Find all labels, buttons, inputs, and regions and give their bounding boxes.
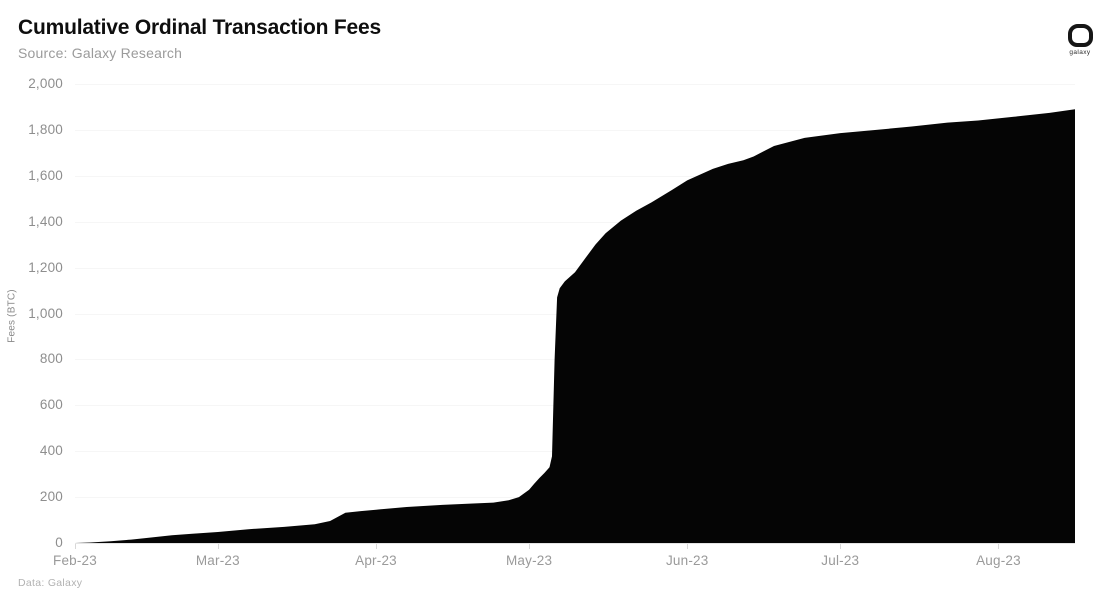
y-tick-label: 1,400 [28, 213, 63, 229]
y-tick-label: 0 [55, 535, 63, 550]
y-tick-label: 200 [39, 489, 63, 505]
gridline [75, 267, 1075, 269]
y-tick-label: 1,800 [28, 121, 63, 137]
x-tick-label: Mar-23 [195, 553, 240, 568]
x-tick-mark [529, 544, 531, 549]
cumulative-fees-area-series [75, 109, 1075, 543]
galaxy-logo: galaxy [1061, 24, 1099, 56]
x-tick-mark [998, 544, 1000, 549]
x-tick-label: Jul-23 [821, 553, 860, 568]
gridline [75, 129, 1075, 131]
y-tick-label: 2,000 [28, 76, 63, 91]
gridline [75, 221, 1075, 223]
galaxy-logo-label: galaxy [1069, 49, 1091, 56]
y-tick-label: 1,200 [28, 259, 63, 275]
y-tick-label: 600 [39, 397, 63, 413]
area-path [75, 109, 1075, 543]
x-tick-mark [376, 544, 378, 549]
x-tick-label: Feb-23 [53, 553, 97, 568]
y-tick-label: 1,000 [28, 305, 63, 321]
gridline [75, 84, 1075, 85]
x-tick-label: May-23 [505, 553, 553, 568]
galaxy-squircle-icon [1067, 24, 1093, 47]
chart-title: Cumulative Ordinal Transaction Fees [18, 16, 381, 39]
x-tick-label: Apr-23 [355, 553, 397, 568]
y-axis-title: Fees (BTC) [6, 289, 18, 343]
y-tick-label: 400 [39, 443, 63, 459]
chart-subtitle: Source: Galaxy Research [18, 45, 183, 61]
x-tick-label: Jun-23 [665, 553, 709, 568]
x-tick-mark [75, 544, 76, 549]
y-tick-label: 800 [39, 351, 63, 367]
y-tick-label: 1,600 [28, 167, 63, 183]
data-credit: Data: Galaxy [18, 577, 83, 589]
x-tick-mark [687, 544, 689, 549]
x-tick-mark [217, 544, 219, 549]
x-axis-line [75, 543, 1075, 544]
x-tick-mark [840, 544, 842, 549]
gridline [75, 175, 1075, 177]
x-tick-label: Aug-23 [976, 553, 1021, 568]
